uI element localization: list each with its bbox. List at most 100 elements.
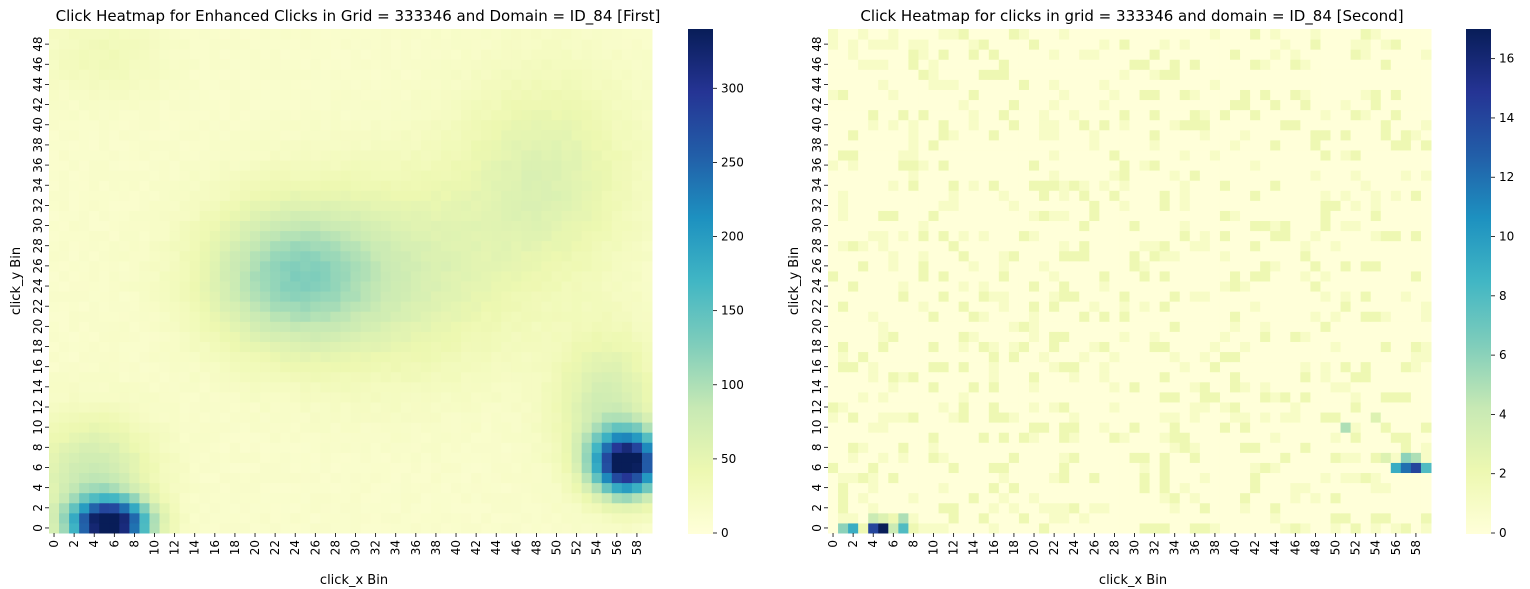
heatmap-cell bbox=[571, 190, 583, 201]
heatmap-cell bbox=[330, 160, 341, 171]
heatmap-cell bbox=[1029, 432, 1040, 443]
heatmap-cell bbox=[139, 371, 150, 383]
heatmap-cell bbox=[1049, 442, 1060, 453]
heatmap-cell bbox=[420, 270, 432, 282]
heatmap-cell bbox=[601, 29, 613, 40]
heatmap-cell bbox=[179, 381, 191, 393]
heatmap-cell bbox=[501, 220, 512, 232]
heatmap-cell bbox=[300, 341, 311, 353]
y-tick-label: 42 bbox=[31, 97, 45, 112]
heatmap-cell bbox=[320, 401, 331, 413]
heatmap-cell bbox=[69, 39, 80, 50]
heatmap-cell bbox=[481, 492, 492, 504]
heatmap-cell bbox=[451, 281, 462, 292]
heatmap-cell bbox=[838, 250, 849, 262]
heatmap-cell bbox=[1420, 512, 1432, 524]
heatmap-cell bbox=[898, 301, 909, 312]
heatmap-cell bbox=[541, 311, 552, 322]
heatmap-cell bbox=[621, 351, 633, 363]
heatmap-cell bbox=[360, 260, 372, 272]
heatmap-cell bbox=[1420, 482, 1432, 494]
heatmap-cell bbox=[1149, 452, 1161, 463]
heatmap-cell bbox=[260, 522, 271, 534]
heatmap-cell bbox=[209, 512, 221, 524]
heatmap-cell bbox=[938, 401, 950, 413]
heatmap-cell bbox=[541, 512, 552, 524]
heatmap-cell bbox=[260, 482, 271, 494]
heatmap-cell bbox=[551, 432, 563, 443]
heatmap-cell bbox=[260, 422, 271, 433]
heatmap-cell bbox=[1280, 391, 1291, 403]
heatmap-cell bbox=[848, 281, 859, 292]
heatmap-cell bbox=[89, 29, 100, 40]
heatmap-cell bbox=[461, 512, 472, 524]
heatmap-cell bbox=[219, 341, 231, 353]
heatmap-cell bbox=[1300, 270, 1311, 282]
heatmap-cell bbox=[938, 331, 950, 342]
heatmap-cell bbox=[541, 119, 552, 131]
heatmap-cell bbox=[99, 190, 110, 201]
heatmap-cell bbox=[1219, 220, 1231, 232]
heatmap-cell bbox=[461, 260, 472, 272]
heatmap-cell bbox=[89, 432, 100, 443]
heatmap-cell bbox=[109, 512, 120, 524]
heatmap-cell bbox=[300, 230, 311, 242]
heatmap-cell bbox=[1049, 240, 1060, 252]
heatmap-cell bbox=[1159, 321, 1171, 332]
heatmap-cell bbox=[511, 230, 522, 242]
heatmap-cell bbox=[209, 502, 221, 514]
heatmap-cell bbox=[1260, 351, 1271, 363]
heatmap-cell bbox=[541, 422, 552, 433]
heatmap-cell bbox=[1169, 351, 1181, 363]
heatmap-cell bbox=[440, 29, 452, 40]
heatmap-cell bbox=[400, 401, 412, 413]
heatmap-cell bbox=[229, 422, 241, 433]
heatmap-cell bbox=[828, 412, 839, 423]
heatmap-cell bbox=[958, 512, 970, 524]
heatmap-cell bbox=[229, 49, 241, 60]
heatmap-cell bbox=[159, 502, 171, 514]
heatmap-cell bbox=[978, 462, 990, 474]
heatmap-cell bbox=[838, 512, 849, 524]
heatmap-cell bbox=[99, 391, 110, 403]
heatmap-cell bbox=[1370, 371, 1382, 383]
heatmap-cell bbox=[1219, 502, 1231, 514]
heatmap-cell bbox=[611, 522, 623, 534]
heatmap-cell bbox=[878, 281, 889, 292]
heatmap-cell bbox=[471, 49, 482, 60]
heatmap-cell bbox=[1340, 351, 1352, 363]
heatmap-cell bbox=[209, 522, 221, 534]
heatmap-cell bbox=[139, 452, 150, 463]
heatmap-cell bbox=[420, 502, 432, 514]
heatmap-cell bbox=[1049, 260, 1060, 272]
heatmap-cell bbox=[380, 200, 392, 211]
heatmap-cell bbox=[878, 250, 889, 262]
heatmap-cell bbox=[848, 311, 859, 322]
heatmap-cell bbox=[1039, 240, 1050, 252]
heatmap-cell bbox=[179, 472, 191, 484]
heatmap-cell bbox=[270, 321, 281, 332]
heatmap-cell bbox=[159, 492, 171, 504]
heatmap-cell bbox=[551, 109, 563, 121]
heatmap-cell bbox=[581, 321, 593, 332]
heatmap-cell bbox=[868, 522, 879, 534]
heatmap-cell bbox=[79, 220, 90, 232]
heatmap-cell bbox=[1380, 401, 1392, 413]
heatmap-cell bbox=[1360, 522, 1372, 534]
heatmap-cell bbox=[1099, 281, 1110, 292]
heatmap-cell bbox=[1300, 240, 1311, 252]
heatmap-cell bbox=[1169, 230, 1181, 242]
heatmap-cell bbox=[260, 129, 271, 141]
heatmap-cell bbox=[481, 482, 492, 494]
heatmap-cell bbox=[501, 69, 512, 80]
heatmap-cell bbox=[270, 89, 281, 101]
heatmap-cell bbox=[239, 99, 251, 111]
heatmap-cell bbox=[481, 39, 492, 50]
heatmap-cell bbox=[79, 200, 90, 211]
heatmap-cell bbox=[1159, 270, 1171, 282]
heatmap-cell bbox=[1370, 492, 1382, 504]
heatmap-cell bbox=[571, 170, 583, 181]
heatmap-cell bbox=[280, 119, 291, 131]
heatmap-cell bbox=[958, 472, 970, 484]
heatmap-cell bbox=[1179, 260, 1191, 272]
